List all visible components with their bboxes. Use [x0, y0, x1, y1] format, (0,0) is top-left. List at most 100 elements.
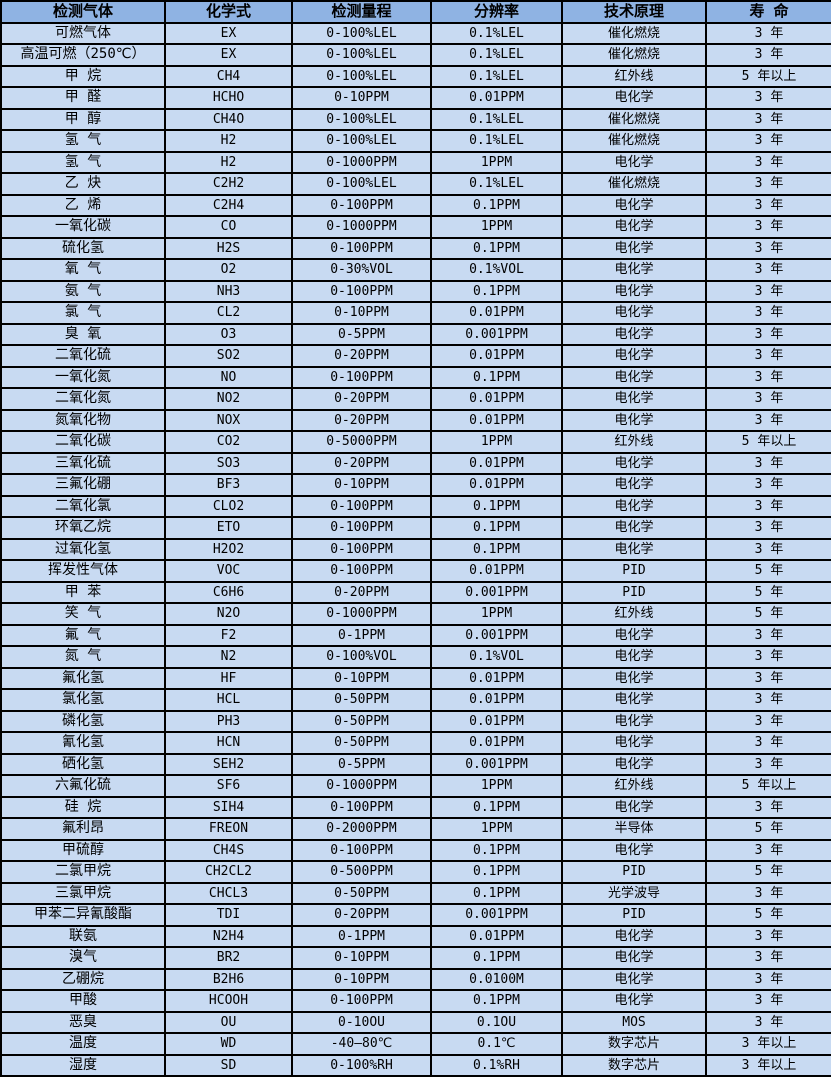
table-row: 臭 氧 O3 0-5PPM 0.001PPM 电化学 3 年 [0, 322, 831, 346]
cell-principle: 电化学 [561, 645, 707, 669]
cell-gas: 臭 氧 [0, 322, 166, 346]
cell-lifespan: 3 年 [705, 408, 831, 432]
cell-lifespan: 3 年 [705, 623, 831, 647]
cell-resolution: 0.1PPM [430, 881, 563, 905]
cell-formula: HCHO [164, 86, 293, 110]
cell-resolution: 0.01PPM [430, 451, 563, 475]
cell-resolution: 0.01PPM [430, 301, 563, 325]
cell-formula: NO2 [164, 387, 293, 411]
cell-principle: 电化学 [561, 752, 707, 776]
cell-resolution: 0.1PPM [430, 279, 563, 303]
cell-principle: 半导体 [561, 817, 707, 841]
cell-lifespan: 5 年 [705, 860, 831, 884]
cell-principle: 红外线 [561, 64, 707, 88]
cell-lifespan: 3 年 [705, 322, 831, 346]
table-row: 氯化氢 HCL 0-50PPM 0.01PPM 电化学 3 年 [0, 688, 831, 712]
cell-principle: 数字芯片 [561, 1053, 707, 1077]
table-row: 氢 气 H2 0-1000PPM 1PPM 电化学 3 年 [0, 150, 831, 174]
cell-lifespan: 5 年以上 [705, 430, 831, 454]
cell-lifespan: 3 年 [705, 150, 831, 174]
cell-gas: 氮氧化物 [0, 408, 166, 432]
cell-gas: 溴气 [0, 946, 166, 970]
cell-lifespan: 3 年 [705, 989, 831, 1013]
cell-range: 0-500PPM [291, 860, 432, 884]
cell-resolution: 0.1PPM [430, 795, 563, 819]
cell-lifespan: 3 年 [705, 258, 831, 282]
cell-range: 0-50PPM [291, 709, 432, 733]
cell-resolution: 0.1%LEL [430, 64, 563, 88]
cell-principle: PID [561, 860, 707, 884]
cell-gas: 磷化氢 [0, 709, 166, 733]
cell-gas: 可燃气体 [0, 21, 166, 45]
cell-lifespan: 3 年 [705, 473, 831, 497]
cell-resolution: 0.1PPM [430, 365, 563, 389]
cell-gas: 氯化氢 [0, 688, 166, 712]
cell-resolution: 0.1PPM [430, 537, 563, 561]
table-row: 过氧化氢 H2O2 0-100PPM 0.1PPM 电化学 3 年 [0, 537, 831, 561]
cell-range: 0-50PPM [291, 881, 432, 905]
cell-formula: CO [164, 215, 293, 239]
cell-gas: 硒化氢 [0, 752, 166, 776]
table-row: 二氯甲烷 CH2CL2 0-500PPM 0.1PPM PID 5 年 [0, 860, 831, 884]
cell-formula: OU [164, 1010, 293, 1034]
cell-range: 0-100%LEL [291, 21, 432, 45]
table-row: 温度 WD -40—80℃ 0.1℃ 数字芯片 3 年以上 [0, 1032, 831, 1056]
table-row: 硅 烷 SIH4 0-100PPM 0.1PPM 电化学 3 年 [0, 795, 831, 819]
cell-range: 0-5PPM [291, 322, 432, 346]
cell-range: 0-100%LEL [291, 129, 432, 153]
cell-formula: NH3 [164, 279, 293, 303]
table-row: 氮 气 N2 0-100%VOL 0.1%VOL 电化学 3 年 [0, 645, 831, 669]
cell-resolution: 0.1PPM [430, 838, 563, 862]
cell-formula: CH4 [164, 64, 293, 88]
table-header: 检测气体 化学式 检测量程 分辨率 技术原理寿 命 [0, 0, 831, 24]
table-row: 三氟化硼 BF3 0-10PPM 0.01PPM 电化学 3 年 [0, 473, 831, 497]
cell-gas: 挥发性气体 [0, 559, 166, 583]
cell-formula: N2O [164, 602, 293, 626]
cell-formula: HCN [164, 731, 293, 755]
cell-range: 0-100PPM [291, 236, 432, 260]
cell-resolution: 0.01PPM [430, 688, 563, 712]
cell-gas: 氰化氢 [0, 731, 166, 755]
cell-principle: PID [561, 903, 707, 927]
cell-range: 0-1PPM [291, 623, 432, 647]
cell-formula: CLO2 [164, 494, 293, 518]
cell-resolution: 0.1%LEL [430, 43, 563, 67]
cell-principle: 电化学 [561, 494, 707, 518]
table-row: 氢 气 H2 0-100%LEL 0.1%LEL 催化燃烧 3 年 [0, 129, 831, 153]
cell-resolution: 1PPM [430, 817, 563, 841]
cell-gas: 一氧化氮 [0, 365, 166, 389]
cell-gas: 六氟化硫 [0, 774, 166, 798]
cell-principle: 电化学 [561, 666, 707, 690]
cell-principle: 电化学 [561, 537, 707, 561]
cell-formula: H2 [164, 129, 293, 153]
cell-gas: 氮 气 [0, 645, 166, 669]
table-row: 甲 醇 CH4O 0-100%LEL 0.1%LEL 催化燃烧 3 年 [0, 107, 831, 131]
cell-gas: 过氧化氢 [0, 537, 166, 561]
cell-range: 0-1000PPM [291, 215, 432, 239]
cell-formula: BR2 [164, 946, 293, 970]
cell-formula: EX [164, 43, 293, 67]
cell-lifespan: 3 年 [705, 172, 831, 196]
cell-formula: HF [164, 666, 293, 690]
cell-principle: 数字芯片 [561, 1032, 707, 1056]
cell-resolution: 0.01PPM [430, 924, 563, 948]
cell-gas: 恶臭 [0, 1010, 166, 1034]
table-row: 氰化氢 HCN 0-50PPM 0.01PPM 电化学 3 年 [0, 731, 831, 755]
cell-range: 0-100PPM [291, 365, 432, 389]
cell-principle: 电化学 [561, 387, 707, 411]
table-row: 氟化氢 HF 0-10PPM 0.01PPM 电化学 3 年 [0, 666, 831, 690]
cell-principle: 电化学 [561, 967, 707, 991]
cell-range: 0-10PPM [291, 301, 432, 325]
cell-gas: 二氯甲烷 [0, 860, 166, 884]
cell-lifespan: 3 年 [705, 709, 831, 733]
cell-gas: 氧 气 [0, 258, 166, 282]
table-row: 可燃气体 EX 0-100%LEL 0.1%LEL 催化燃烧 3 年 [0, 21, 831, 45]
cell-principle: 电化学 [561, 623, 707, 647]
cell-lifespan: 3 年 [705, 43, 831, 67]
cell-resolution: 1PPM [430, 774, 563, 798]
table-row: 二氧化氮 NO2 0-20PPM 0.01PPM 电化学 3 年 [0, 387, 831, 411]
cell-resolution: 0.1PPM [430, 494, 563, 518]
cell-range: 0-5000PPM [291, 430, 432, 454]
cell-formula: TDI [164, 903, 293, 927]
cell-formula: O2 [164, 258, 293, 282]
